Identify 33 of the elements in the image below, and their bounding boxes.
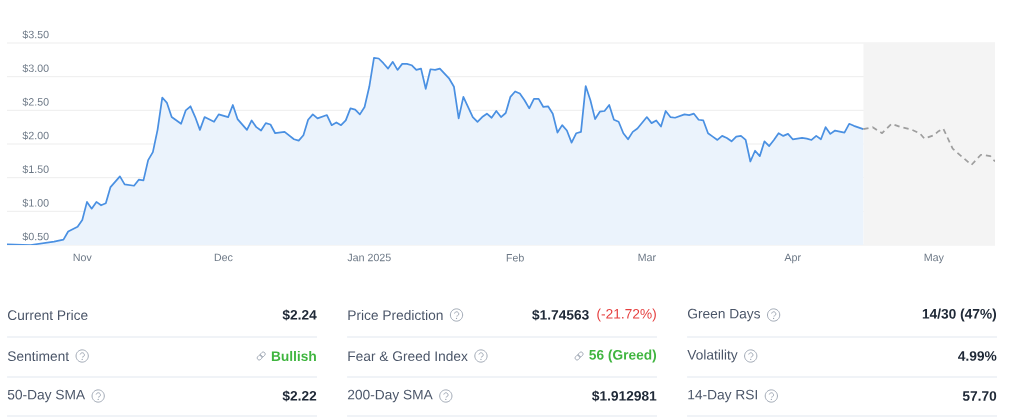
text: Volatility xyxy=(687,349,738,363)
x-tick-label: May xyxy=(924,253,944,264)
x-tick-label: Mar xyxy=(638,253,656,262)
text: (-21.72%) xyxy=(597,308,656,322)
text: 14/30 (47%) xyxy=(922,308,997,322)
y-tick-label: $1.50 xyxy=(22,164,49,174)
y-tick-label: $3.50 xyxy=(22,30,49,39)
x-tick-label: Jan 2025 xyxy=(347,253,391,262)
text: $1.912981 xyxy=(592,390,657,402)
y-tick-label: $2.50 xyxy=(22,97,49,107)
x-tick-label: Nov xyxy=(73,253,92,262)
text: Green Days xyxy=(687,308,761,322)
text: $1.74563 xyxy=(532,309,589,321)
text: Price Prediction xyxy=(348,309,443,321)
text: 4.99% xyxy=(958,351,997,361)
text: Bullish xyxy=(271,350,316,362)
y-tick-label: $2.00 xyxy=(22,131,49,140)
x-tick-label: Feb xyxy=(506,253,524,262)
text: Current Price xyxy=(7,309,88,321)
y-tick-label: $1.00 xyxy=(22,198,49,208)
text: 200-Day SMA xyxy=(347,389,433,403)
text: Sentiment xyxy=(7,350,69,362)
y-tick-label: $3.00 xyxy=(22,63,49,73)
text: 57.70 xyxy=(962,391,997,401)
text: 50-Day SMA xyxy=(7,389,86,403)
text: Fear & Greed Index xyxy=(348,350,468,362)
y-tick-label: $0.50 xyxy=(22,232,49,241)
x-tick-label: Apr xyxy=(784,253,801,264)
x-tick-label: Dec xyxy=(214,253,233,262)
text: 56 (Greed) xyxy=(589,349,657,363)
text: $2.24 xyxy=(282,309,317,321)
text: 14-Day RSI xyxy=(688,389,757,403)
text: $2.22 xyxy=(282,390,317,402)
